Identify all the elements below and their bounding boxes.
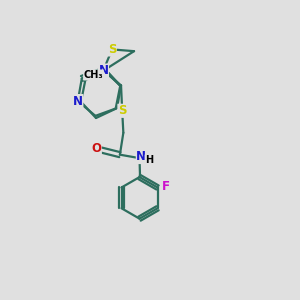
Text: S: S (108, 43, 116, 56)
Text: S: S (118, 104, 126, 117)
Text: H: H (145, 155, 153, 165)
Text: N: N (73, 94, 83, 108)
Text: N: N (136, 151, 146, 164)
Text: F: F (162, 180, 170, 193)
Text: CH₃: CH₃ (84, 70, 103, 80)
Text: N: N (98, 64, 108, 77)
Text: O: O (91, 142, 101, 155)
